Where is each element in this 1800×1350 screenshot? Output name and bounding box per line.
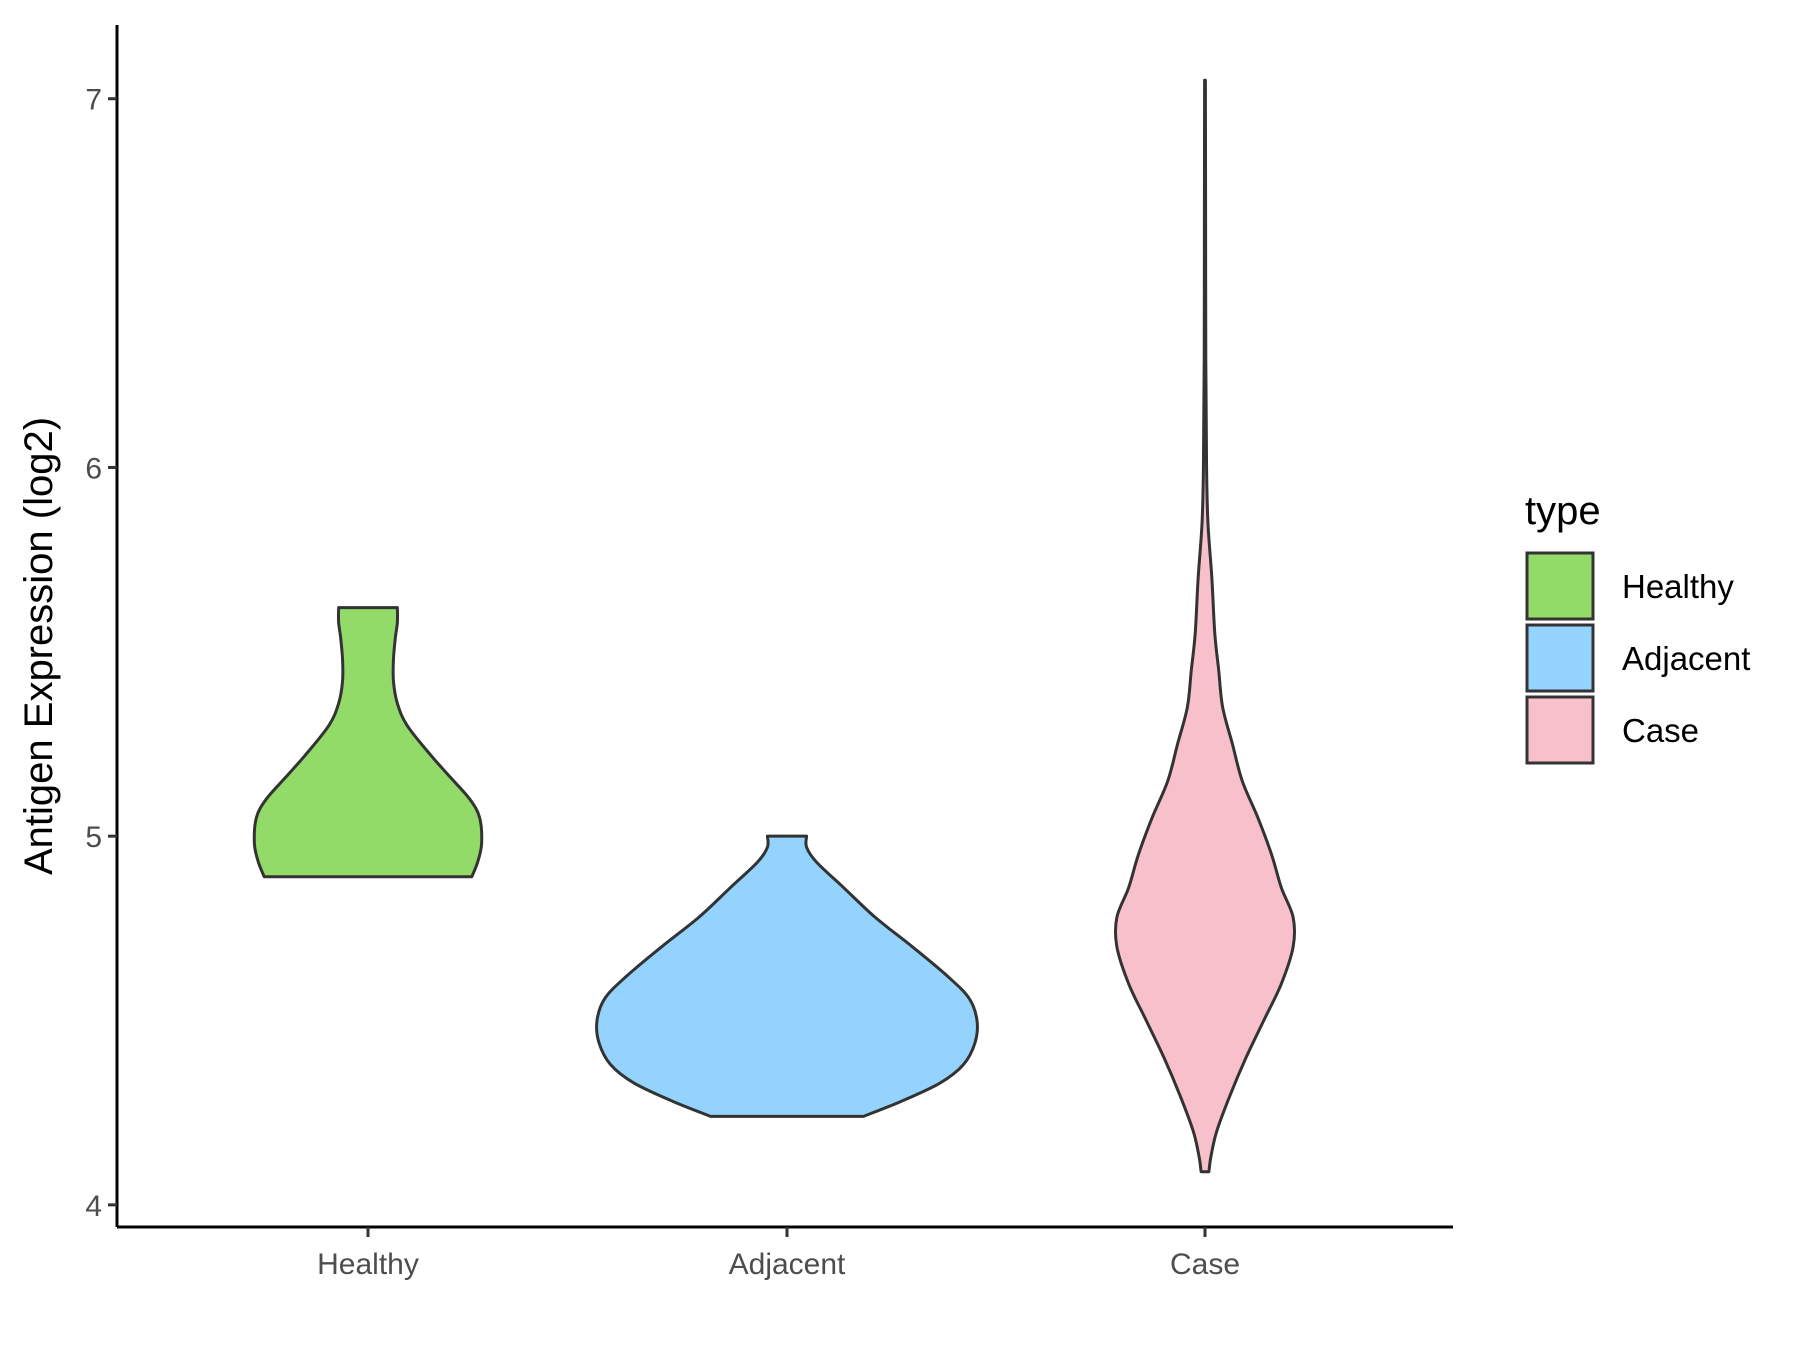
- legend-key-case: [1525, 695, 1595, 765]
- y-tick-label: 4: [85, 1190, 102, 1223]
- legend-label-case: Case: [1622, 712, 1699, 749]
- violin-case: [1113, 78, 1297, 1174]
- violin-healthy: [252, 606, 484, 879]
- x-tick-label: Healthy: [317, 1248, 419, 1281]
- axes-layer: 4 5 6 7 Healthy Adjacent Case: [85, 25, 1453, 1281]
- x-tick-label: Adjacent: [729, 1248, 846, 1281]
- legend-label-healthy: Healthy: [1622, 568, 1734, 605]
- violin-adjacent: [595, 834, 979, 1118]
- y-tick-label: 5: [85, 821, 102, 854]
- violin-layer: [252, 78, 1297, 1174]
- y-tick-label: 6: [85, 452, 102, 485]
- legend-label-adjacent: Adjacent: [1622, 640, 1750, 677]
- legend: type Healthy Adjacent Case: [1525, 489, 1750, 765]
- legend-key-healthy: [1525, 551, 1595, 621]
- legend-key-adjacent: [1525, 623, 1595, 693]
- y-tick-label: 7: [85, 84, 102, 117]
- y-axis-title: Antigen Expression (log2): [17, 417, 61, 875]
- x-tick-label: Case: [1170, 1248, 1240, 1281]
- legend-title: type: [1525, 489, 1601, 533]
